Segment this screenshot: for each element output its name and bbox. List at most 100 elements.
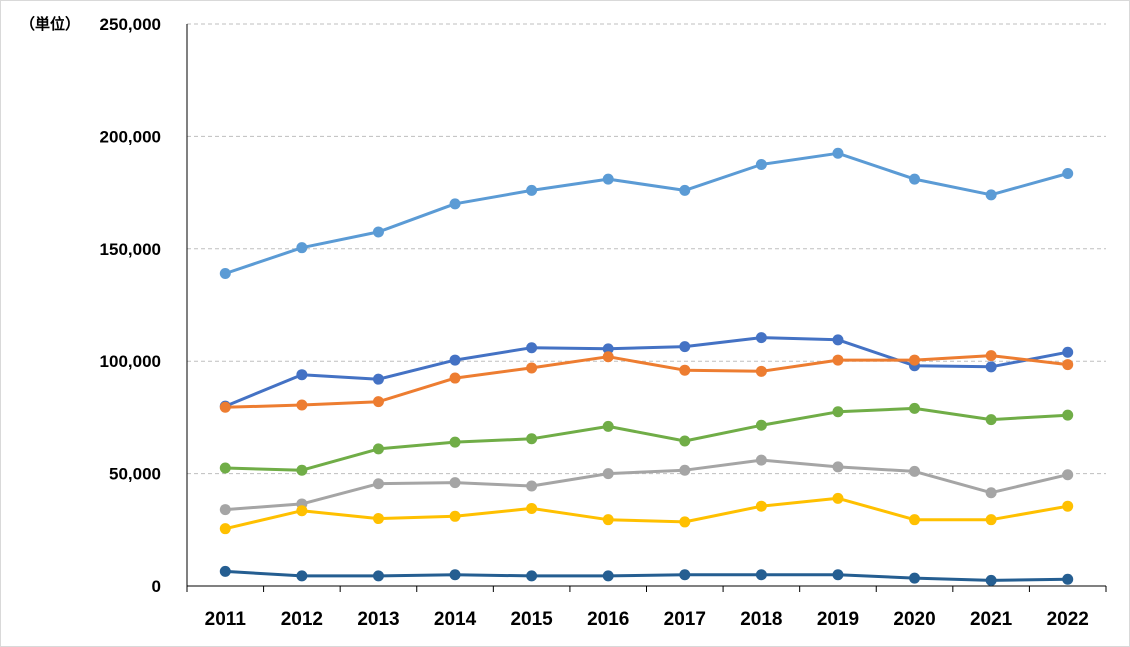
data-point [219, 523, 231, 535]
data-point [372, 443, 384, 455]
y-tick-label: 250,000 [100, 15, 161, 34]
data-point [679, 435, 691, 447]
data-point [985, 414, 997, 426]
data-point [832, 147, 844, 159]
series-line-2 [223, 336, 1070, 408]
x-tick-label: 2016 [587, 609, 629, 630]
data-point [832, 492, 844, 504]
data-point [219, 462, 231, 474]
data-point [679, 516, 691, 528]
data-point [679, 184, 691, 196]
data-point [526, 342, 538, 354]
data-point [449, 477, 461, 489]
series-line-6 [223, 496, 1070, 531]
x-tick-label: 2021 [970, 609, 1013, 630]
data-point [755, 332, 767, 344]
data-point [679, 364, 691, 376]
data-point [372, 570, 384, 582]
series-line-3 [223, 354, 1070, 409]
series-line-5 [223, 458, 1070, 512]
data-point [449, 436, 461, 448]
data-point [755, 569, 767, 581]
data-point [1062, 167, 1074, 179]
data-point [1062, 409, 1074, 421]
data-point [679, 341, 691, 353]
data-point [909, 402, 921, 414]
data-point [449, 510, 461, 522]
data-point [755, 500, 767, 512]
x-tick-label: 2022 [1047, 609, 1089, 630]
data-point [909, 354, 921, 366]
gridlines [187, 23, 1106, 475]
x-tick-label: 2012 [281, 609, 323, 630]
data-point [755, 365, 767, 377]
data-point [296, 369, 308, 381]
data-point [909, 514, 921, 526]
data-point [449, 354, 461, 366]
data-point [985, 574, 997, 586]
data-point [296, 399, 308, 411]
x-tick-label: 2019 [817, 609, 859, 630]
data-point [219, 401, 231, 413]
series-line-1 [223, 151, 1070, 275]
data-point [985, 487, 997, 499]
x-tick-label: 2018 [740, 609, 782, 630]
data-point [449, 372, 461, 384]
x-tick-label: 2020 [893, 609, 935, 630]
data-point [832, 354, 844, 366]
y-tick-label: 50,000 [109, 465, 161, 484]
data-points [219, 147, 1074, 586]
data-point [909, 465, 921, 477]
y-tick-label: 150,000 [100, 240, 161, 259]
data-point [985, 189, 997, 201]
data-point [755, 419, 767, 431]
data-point [832, 334, 844, 346]
x-tick-label: 2011 [205, 609, 247, 630]
data-point [372, 373, 384, 385]
data-point [602, 420, 614, 432]
y-tick-label: 0 [152, 577, 161, 596]
y-tick-label: 200,000 [100, 127, 161, 146]
data-point [755, 159, 767, 170]
unit-label: （単位） [20, 15, 81, 33]
data-point [1062, 346, 1074, 358]
y-tick-label: 100,000 [100, 352, 161, 371]
axes [186, 24, 1107, 592]
data-point [526, 480, 538, 492]
data-point [526, 362, 538, 374]
data-point [832, 569, 844, 581]
data-point [602, 514, 614, 526]
data-point [602, 570, 614, 582]
x-tick-label: 2014 [434, 609, 477, 630]
data-point [296, 464, 308, 476]
data-point [985, 514, 997, 526]
data-point [219, 504, 231, 516]
data-point [372, 396, 384, 408]
data-point [985, 361, 997, 373]
data-point [1062, 359, 1074, 371]
x-tick-label: 2017 [664, 609, 706, 630]
data-point [296, 242, 308, 254]
data-point [219, 268, 231, 280]
data-point [296, 570, 308, 582]
data-point [602, 173, 614, 185]
data-point [526, 184, 538, 196]
tick-labels: 0 50,000 100,000 150,000 200,000 250,000 2011 2… [100, 15, 1089, 630]
x-tick-label: 2015 [510, 609, 553, 630]
data-point [832, 406, 844, 418]
data-point [602, 468, 614, 480]
data-point [602, 351, 614, 363]
data-point [526, 433, 538, 445]
data-point [679, 569, 691, 581]
series-line-4 [223, 406, 1070, 472]
x-tick-label: 2013 [357, 609, 399, 630]
data-point [372, 226, 384, 238]
data-point [832, 461, 844, 473]
data-point [755, 454, 767, 466]
data-point [1062, 469, 1074, 481]
data-point [526, 570, 538, 582]
series-line-7 [223, 569, 1070, 582]
series-lines [223, 151, 1070, 582]
